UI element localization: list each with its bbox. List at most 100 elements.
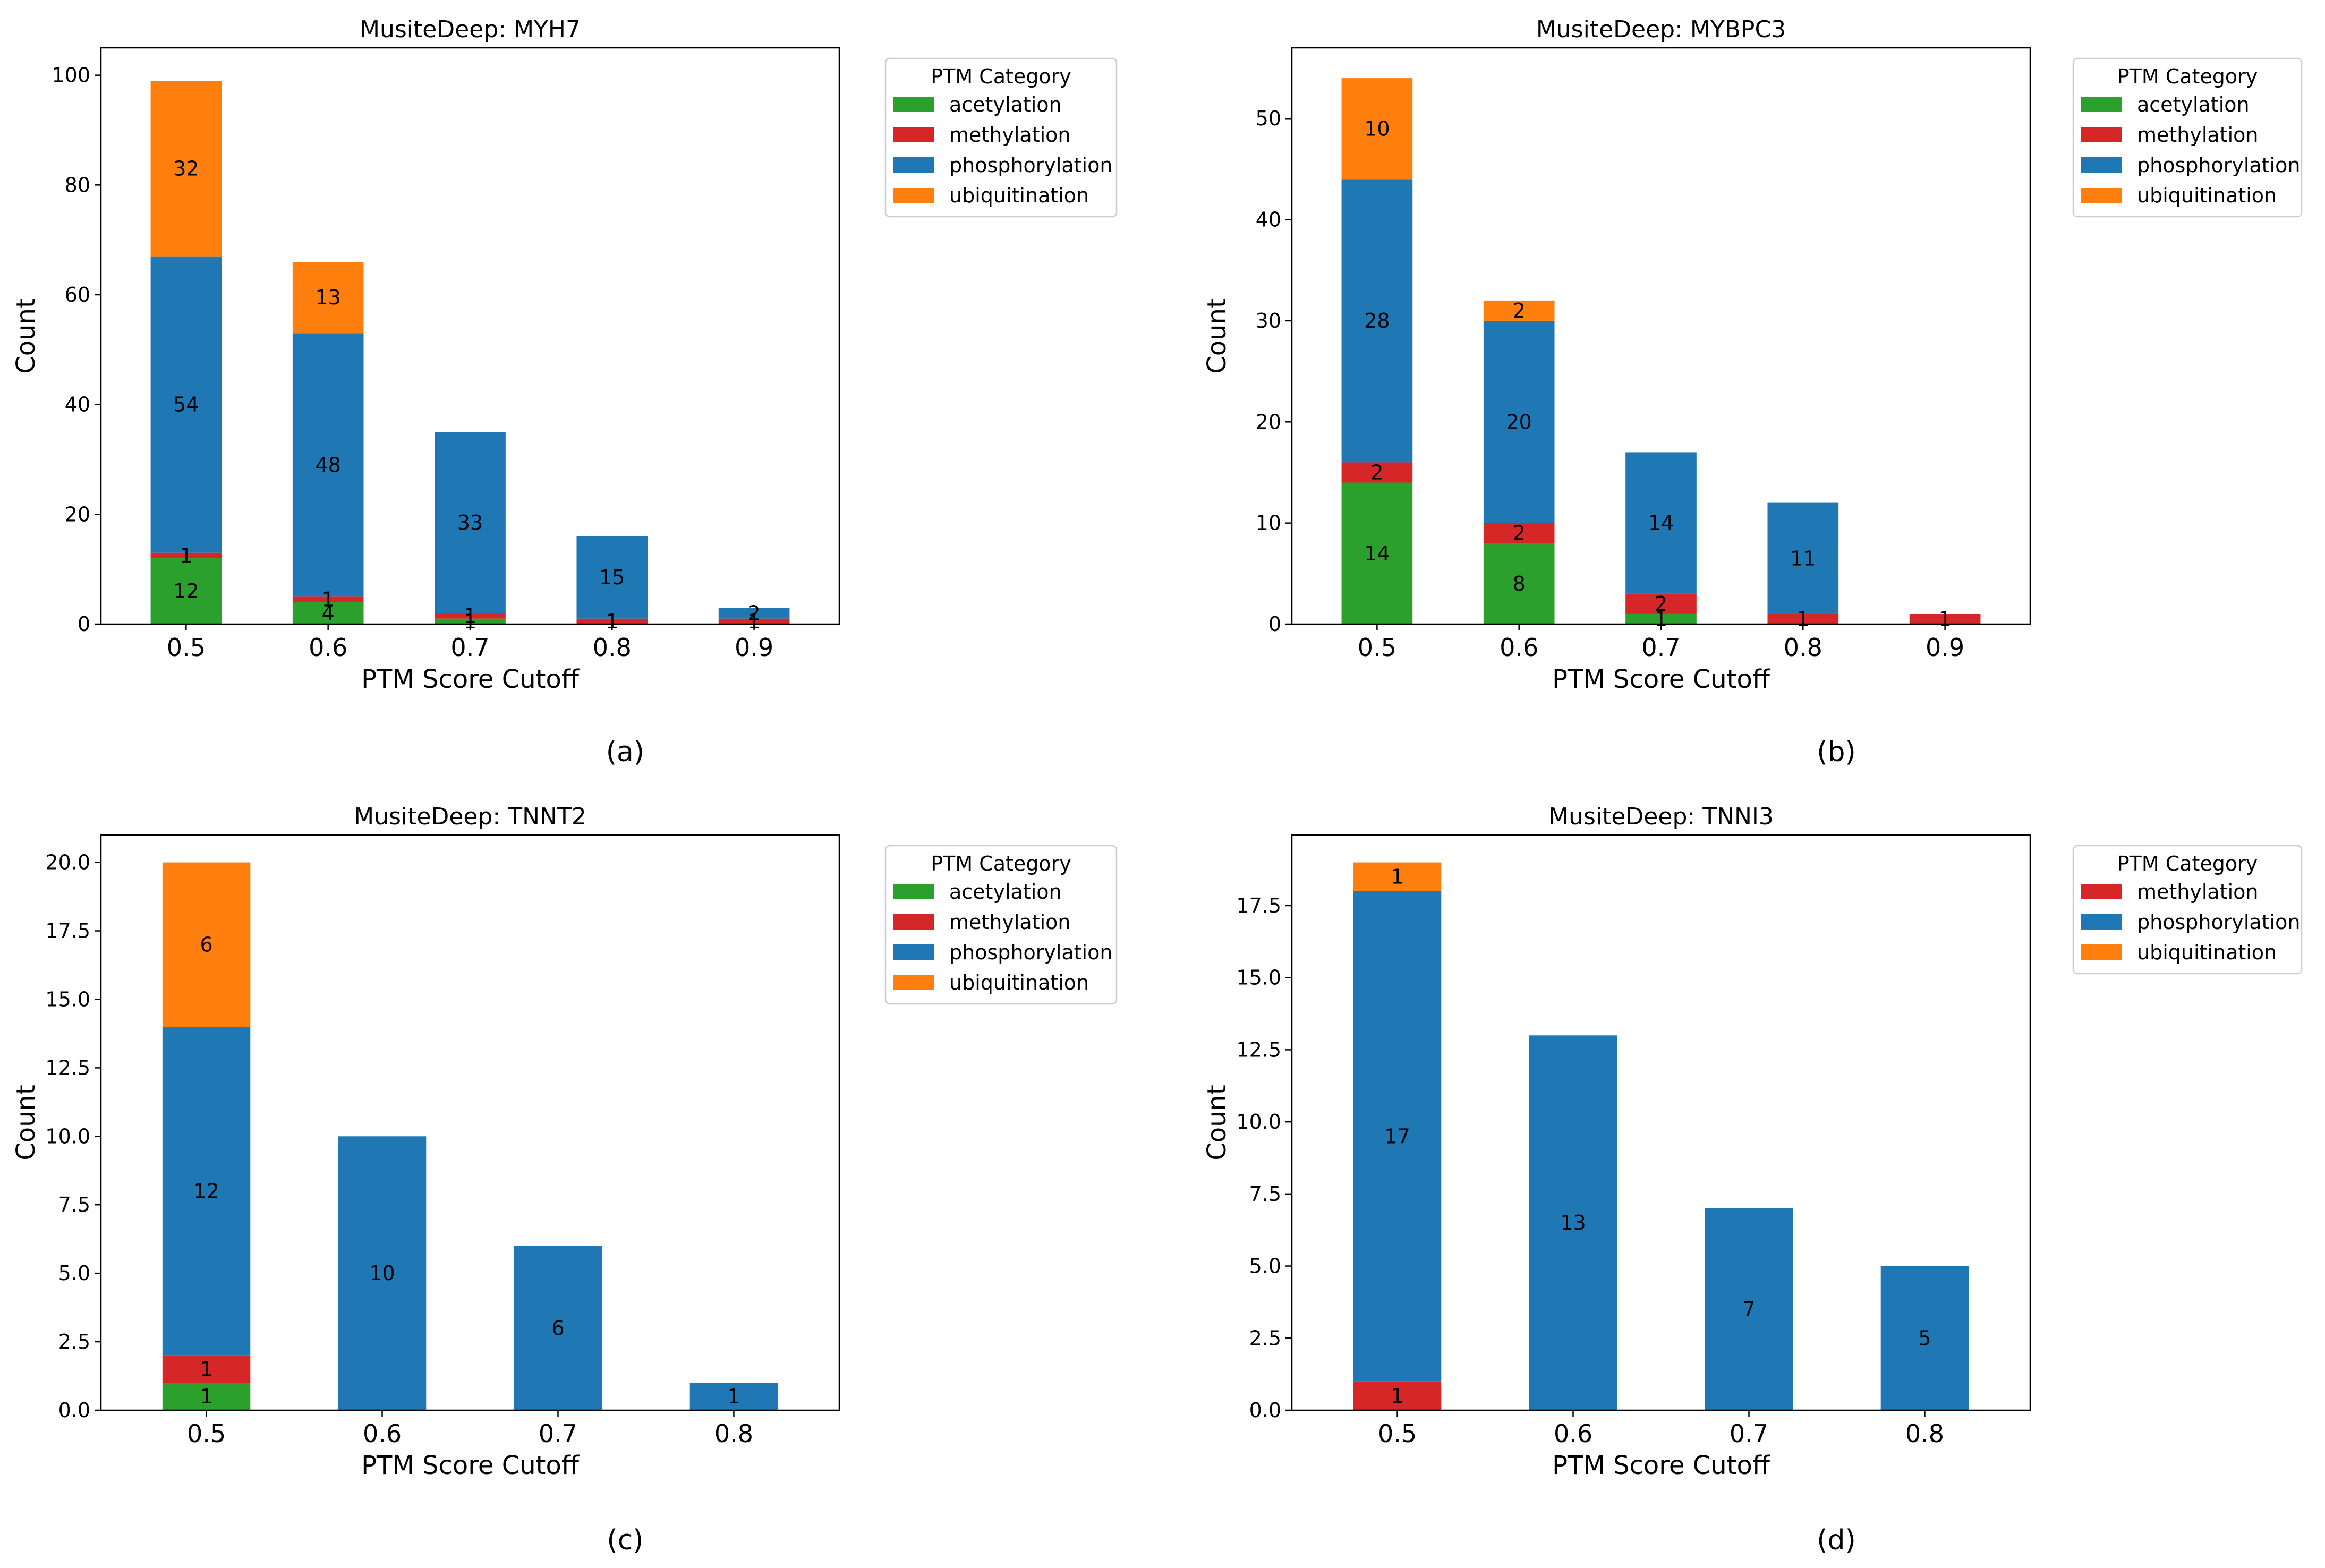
x-tick-label: 0.5	[1358, 633, 1396, 662]
y-tick-label: 60	[65, 283, 90, 306]
bar-phosphorylation-0.5	[1353, 891, 1442, 1382]
bar-ubiquitination-0.6	[1483, 300, 1555, 321]
bar-methylation-0.5	[150, 552, 222, 558]
data-label: 12	[193, 1179, 219, 1203]
chart-panel-c: MusiteDeep: TNNT2 1 1 12 10 6 1 6 0.0 2.5 5.0 7.5 10…	[11, 803, 1118, 1556]
x-axis-label: PTM Score Cutoff	[1552, 664, 1770, 694]
series-acetylation	[150, 558, 506, 624]
legend-swatch-phosphorylation	[893, 944, 934, 960]
legend-swatch-ubiquitination	[893, 975, 934, 990]
bar-ubiquitination-0.5	[1353, 862, 1442, 891]
bar-acetylation-0.5	[162, 1383, 251, 1410]
y-tick-label: 0	[1268, 612, 1281, 636]
data-label: 13	[1560, 1211, 1586, 1234]
bar-phosphorylation-0.5	[1341, 179, 1413, 463]
legend-swatch-acetylation	[893, 884, 934, 899]
data-label: 54	[173, 393, 199, 416]
bar-phosphorylation-0.6	[338, 1136, 427, 1410]
data-label: 14	[1648, 512, 1674, 535]
legend-swatch-phosphorylation	[2081, 914, 2122, 930]
legend-entry-phosphorylation: phosphorylation	[2137, 154, 2300, 177]
bar-ubiquitination-0.6	[292, 262, 364, 334]
data-label: 1	[727, 1385, 740, 1408]
data-label: 2	[1655, 592, 1667, 616]
x-axis-label: PTM Score Cutoff	[361, 1451, 580, 1480]
legend-entry-methylation: methylation	[2137, 880, 2259, 904]
legend-swatch-ubiquitination	[893, 188, 934, 203]
x-tick-label: 0.5	[167, 633, 206, 662]
bar-phosphorylation-0.6	[1483, 320, 1555, 523]
y-tick-label: 50	[1256, 107, 1281, 130]
y-tick-label: 10	[1256, 512, 1281, 535]
chart-title: MusiteDeep: TNNI3	[1548, 803, 1774, 830]
bar-phosphorylation-0.5	[162, 1027, 251, 1356]
legend-swatch-acetylation	[2081, 97, 2122, 112]
y-tick-label: 15.0	[1236, 966, 1281, 990]
data-label: 1	[200, 1385, 212, 1408]
legend-box	[2072, 845, 2303, 975]
data-label: 1	[1391, 865, 1403, 889]
legend-swatch-phosphorylation	[2081, 157, 2122, 173]
x-tick-label: 0.9	[1926, 633, 1964, 662]
legend-entry-acetylation: acetylation	[2137, 93, 2250, 116]
x-axis-label: PTM Score Cutoff	[361, 664, 580, 694]
bar-phosphorylation-0.8	[689, 1383, 778, 1410]
data-label: 17	[1384, 1124, 1410, 1148]
data-label: 13	[316, 286, 341, 309]
data-label: 2	[748, 601, 761, 625]
bar-methylation-0.8	[576, 618, 648, 624]
bar-acetylation-0.7	[1625, 613, 1697, 624]
y-tick-label: 12.5	[45, 1056, 90, 1079]
x-tick-label: 0.6	[1554, 1419, 1592, 1448]
x-tick-label: 0.6	[1500, 633, 1538, 662]
x-tick-label: 0.8	[714, 1419, 753, 1448]
series-acetylation	[162, 1383, 251, 1410]
bar-phosphorylation-0.7	[514, 1246, 602, 1410]
legend-box	[884, 57, 1118, 218]
y-tick-label: 5.0	[58, 1262, 90, 1285]
data-label: 1	[200, 1358, 212, 1381]
x-tick-label: 0.9	[735, 633, 773, 662]
y-tick-label: 0	[78, 612, 90, 636]
data-label: 6	[551, 1316, 564, 1340]
legend-swatch-methylation	[893, 914, 934, 930]
plot-frame	[100, 834, 840, 1411]
plot-frame	[1291, 834, 2031, 1411]
bar-methylation-0.7	[1625, 593, 1697, 614]
legend-swatch-acetylation	[893, 97, 934, 112]
x-tick-label: 0.8	[1784, 633, 1822, 662]
y-tick-label: 10.0	[45, 1124, 90, 1148]
data-label: 1	[1391, 1384, 1403, 1408]
bar-methylation-0.5	[1353, 1381, 1442, 1410]
data-label: 33	[457, 511, 483, 534]
y-tick-label: 2.5	[58, 1330, 90, 1353]
series-ubiquitination	[1353, 862, 1442, 891]
bar-methylation-0.9	[718, 618, 790, 624]
series-phosphorylation	[150, 256, 790, 619]
x-tick-label: 0.7	[539, 1419, 577, 1448]
bar-phosphorylation-0.6	[1529, 1035, 1617, 1410]
bar-acetylation-0.5	[150, 558, 222, 624]
legend-entry-ubiquitination: ubiquitination	[949, 971, 1089, 994]
legend-title: PTM Category	[931, 65, 1071, 88]
x-tick-label: 0.5	[1378, 1419, 1417, 1448]
y-tick-label: 12.5	[1236, 1038, 1281, 1061]
y-tick-label: 7.5	[1249, 1182, 1281, 1206]
legend-title: PTM Category	[931, 852, 1071, 875]
series-ubiquitination	[1341, 78, 1555, 321]
y-tick-label: 30	[1256, 309, 1281, 333]
y-tick-label: 0.0	[1249, 1399, 1281, 1422]
y-tick-label: 10.0	[1236, 1110, 1281, 1134]
series-ubiquitination	[162, 862, 251, 1027]
legend-title: PTM Category	[2117, 852, 2258, 875]
data-label: 4	[322, 601, 335, 625]
y-axis-label: Count	[11, 1085, 41, 1161]
bar-methylation-0.5	[162, 1355, 251, 1383]
legend-swatch-methylation	[893, 127, 934, 142]
x-tick-label: 0.6	[363, 1419, 402, 1448]
chart-panel-d: MusiteDeep: TNNI3117137510.02.55.07.510.…	[1202, 803, 2303, 1556]
series-methylation	[1341, 462, 1981, 624]
chart-title: MusiteDeep: MYH7	[360, 16, 581, 43]
y-tick-label: 15.0	[45, 987, 90, 1011]
